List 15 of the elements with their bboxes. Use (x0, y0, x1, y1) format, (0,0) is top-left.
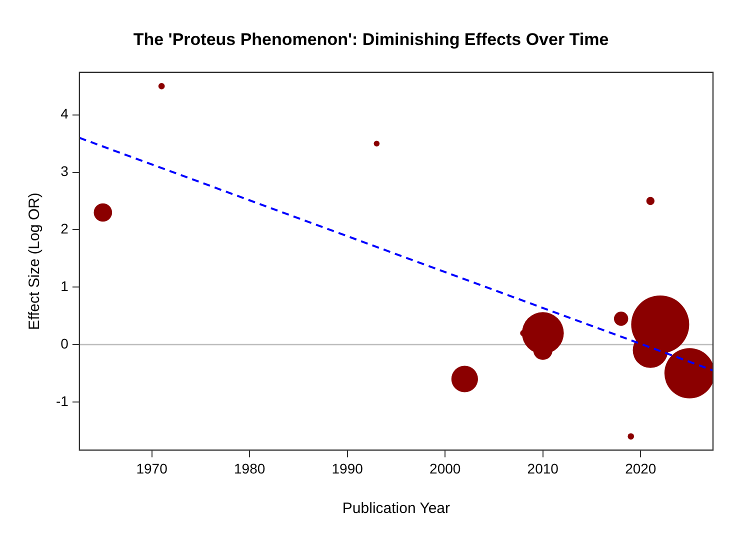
y-tick-label: 0 (60, 335, 69, 352)
x-tick-label: 1980 (234, 460, 266, 476)
chart-title: The 'Proteus Phenomenon': Diminishing Effects Over Time (133, 30, 609, 49)
x-tick-label: 2020 (625, 460, 656, 476)
y-tick-label: 3 (60, 163, 69, 180)
x-tick-label: 2010 (527, 460, 559, 476)
y-tick-label: 1 (60, 278, 69, 294)
x-tick-label: 2000 (430, 460, 461, 476)
x-tick-label: 1990 (332, 460, 364, 476)
y-axis-title: Effect Size (Log OR) (26, 192, 44, 330)
y-tick-label: 2 (60, 220, 69, 237)
x-tick-label: 1970 (136, 460, 168, 476)
y-tick-label: -1 (56, 392, 69, 409)
x-axis-title: Publication Year (342, 500, 450, 518)
y-tick-label: 4 (60, 106, 69, 122)
